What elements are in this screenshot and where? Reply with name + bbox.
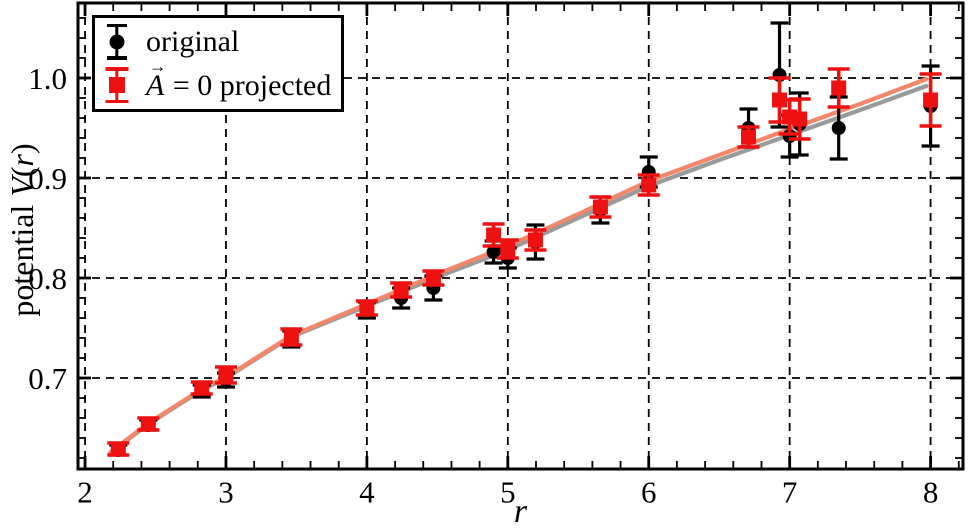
data-point-projected-r4.472 [425, 270, 441, 286]
data-point-projected-r2.828 [194, 380, 210, 396]
data-point-projected-r3 [218, 367, 234, 383]
square-marker-icon [109, 77, 125, 94]
data-point-projected-r5.657 [592, 199, 608, 215]
x-tick-label-2: 2 [77, 474, 93, 509]
legend-box: original → A = 0 projected [92, 15, 344, 112]
legend-marker-original-icon [104, 22, 130, 62]
data-point-projected-r7.071 [792, 111, 808, 127]
data-point-original-r4.899 [486, 245, 501, 259]
y-tick-label-0.8: 0.8 [28, 261, 67, 296]
y-tick-label-0.9: 0.9 [28, 161, 67, 196]
x-axis-title: r [78, 495, 963, 529]
data-point-projected-r3.464 [283, 329, 299, 345]
legend-label-projected-rest: = 0 projected [165, 68, 332, 102]
x-tick-label-3: 3 [218, 474, 234, 509]
data-point-projected-r6 [641, 177, 657, 193]
series-projected [107, 67, 942, 457]
errorbar-cap-icon [105, 99, 129, 104]
y-axis-title: potential V(r) [4, 143, 40, 317]
errorbar-cap-icon [107, 56, 127, 60]
data-point-projected-r6.708 [741, 129, 757, 145]
y-axis-title-paren-close: ) [4, 143, 40, 155]
x-axis-title-text: r [513, 493, 528, 530]
y-tick-label-0.7: 0.7 [28, 361, 67, 396]
data-point-projected-r8 [923, 92, 939, 108]
data-point-projected-r2.449 [140, 416, 156, 432]
data-point-projected-r5.196 [527, 232, 543, 248]
data-point-projected-r4 [359, 300, 375, 316]
x-tick-label-5: 5 [500, 474, 516, 509]
vector-arrow-icon: → [149, 55, 167, 76]
circle-marker-icon [109, 34, 125, 50]
y-axis-title-v: V [4, 177, 40, 197]
y-axis-title-r: r [4, 154, 40, 167]
legend-item-original: original [104, 20, 341, 64]
vector-a-letter: A [146, 68, 165, 102]
x-tick-label-4: 4 [359, 474, 375, 509]
data-point-projected-r5 [500, 241, 516, 257]
data-point-projected-r2.236 [110, 441, 126, 457]
x-tick-label-7: 7 [782, 474, 798, 509]
data-point-original-r7.348 [831, 121, 846, 135]
plot-frame [76, 1, 965, 471]
vector-a-symbol: → A [146, 57, 166, 102]
data-point-projected-r4.243 [393, 282, 409, 298]
legend-item-projected: → A = 0 projected [104, 57, 341, 108]
y-tick-label-1: 1.0 [28, 61, 67, 96]
legend-marker-projected-icon [104, 65, 130, 105]
x-tick-label-8: 8 [923, 474, 939, 509]
data-point-projected-r7.348 [831, 80, 847, 96]
legend-label-original: original [146, 25, 240, 58]
y-axis-title-word: potential [4, 196, 40, 317]
x-tick-label-6: 6 [641, 474, 657, 509]
legend-label-projected: → A = 0 projected [146, 57, 332, 102]
y-axis-title-paren-open: ( [4, 166, 40, 178]
